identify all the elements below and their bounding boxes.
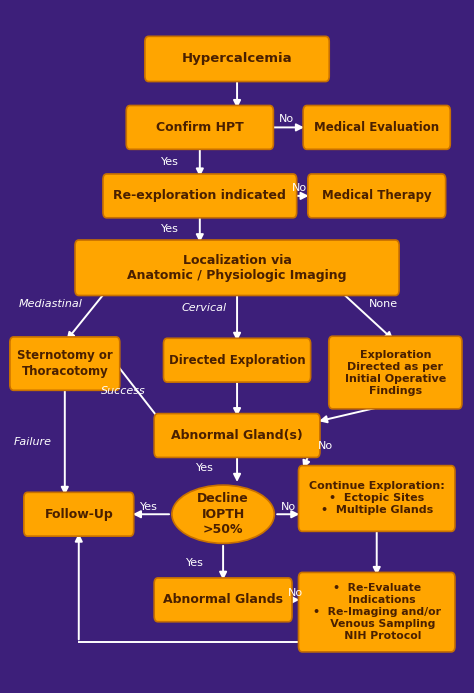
Text: Hypercalcemia: Hypercalcemia	[182, 53, 292, 65]
Text: Decline
IOPTH
>50%: Decline IOPTH >50%	[197, 492, 249, 536]
Text: Directed Exploration: Directed Exploration	[169, 353, 305, 367]
Text: None: None	[369, 299, 398, 309]
Text: Cervical: Cervical	[182, 303, 227, 313]
FancyBboxPatch shape	[103, 174, 297, 218]
Text: •  Re-Evaluate
   Indications
•  Re-Imaging and/or
   Venous Sampling
   NIH Pro: • Re-Evaluate Indications • Re-Imaging a…	[313, 583, 441, 641]
Text: Abnormal Glands: Abnormal Glands	[163, 593, 283, 606]
Text: No: No	[318, 441, 333, 450]
Text: No: No	[288, 588, 303, 598]
FancyBboxPatch shape	[126, 105, 273, 149]
Ellipse shape	[172, 485, 274, 543]
Text: Yes: Yes	[186, 558, 204, 568]
Text: Confirm HPT: Confirm HPT	[156, 121, 244, 134]
Text: Yes: Yes	[161, 224, 179, 234]
Text: No: No	[292, 183, 308, 193]
Text: Abnormal Gland(s): Abnormal Gland(s)	[171, 429, 303, 442]
Text: Sternotomy or
Thoracotomy: Sternotomy or Thoracotomy	[17, 349, 113, 378]
Text: Yes: Yes	[140, 502, 157, 512]
Text: Failure: Failure	[13, 437, 51, 448]
Text: Exploration
Directed as per
Initial Operative
Findings: Exploration Directed as per Initial Oper…	[345, 349, 446, 396]
Text: Medical Evaluation: Medical Evaluation	[314, 121, 439, 134]
FancyBboxPatch shape	[75, 240, 399, 295]
Text: Re-exploration indicated: Re-exploration indicated	[113, 189, 286, 202]
Text: No: No	[281, 502, 296, 512]
FancyBboxPatch shape	[10, 337, 120, 390]
Text: Yes: Yes	[161, 157, 179, 166]
FancyBboxPatch shape	[154, 578, 292, 622]
FancyBboxPatch shape	[303, 105, 450, 149]
Text: No: No	[278, 114, 293, 124]
FancyBboxPatch shape	[154, 414, 320, 457]
Text: Mediastinal: Mediastinal	[19, 299, 83, 309]
Text: Follow-Up: Follow-Up	[45, 508, 113, 520]
FancyBboxPatch shape	[308, 174, 446, 218]
FancyBboxPatch shape	[164, 338, 310, 382]
FancyBboxPatch shape	[299, 572, 455, 652]
Text: Localization via
Anatomic / Physiologic Imaging: Localization via Anatomic / Physiologic …	[128, 254, 347, 282]
Text: Yes: Yes	[196, 464, 213, 473]
FancyBboxPatch shape	[329, 336, 462, 409]
Text: Success: Success	[100, 386, 146, 396]
FancyBboxPatch shape	[299, 466, 455, 532]
Text: Continue Exploration:
•  Ectopic Sites
•  Multiple Glands: Continue Exploration: • Ectopic Sites • …	[309, 482, 445, 516]
FancyBboxPatch shape	[145, 36, 329, 82]
Text: Medical Therapy: Medical Therapy	[322, 189, 431, 202]
FancyBboxPatch shape	[24, 492, 134, 536]
